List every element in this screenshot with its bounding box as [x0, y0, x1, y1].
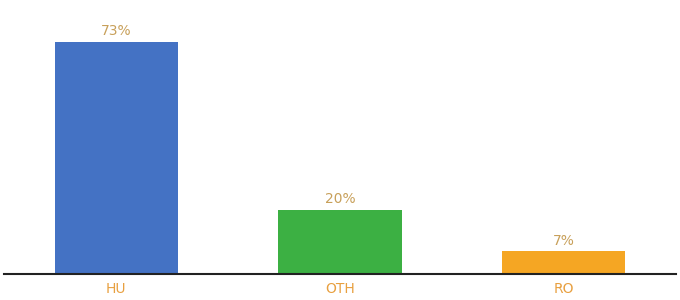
Bar	[54, 42, 177, 274]
Text: 20%: 20%	[324, 192, 356, 206]
Bar	[278, 210, 402, 274]
Text: 7%: 7%	[553, 233, 575, 248]
Bar	[503, 251, 626, 274]
Text: 73%: 73%	[101, 24, 131, 38]
